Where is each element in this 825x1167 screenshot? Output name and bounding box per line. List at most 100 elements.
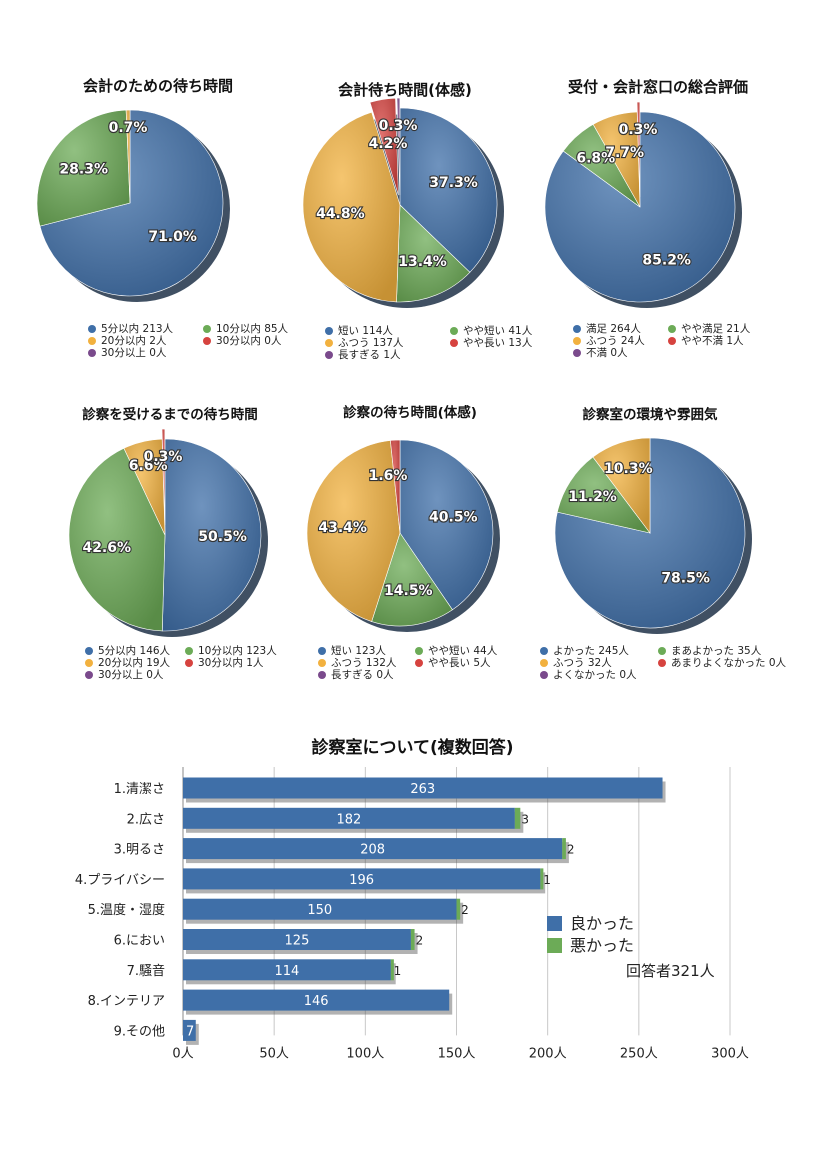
pie-slice-2	[306, 440, 401, 622]
bar-category-6: 7.騒音	[127, 963, 165, 979]
pie-label-0: 40.5%	[429, 510, 478, 526]
bar-good-0	[183, 777, 663, 799]
pie-label-2: 44.8%	[316, 206, 365, 222]
chart-title: 診察室の環境や雰囲気	[582, 407, 718, 423]
legend-text: 5分以内 146人	[98, 645, 171, 657]
pie-slice-1	[36, 109, 131, 227]
bar-value-bad-5: 2	[416, 934, 424, 948]
legend-dot-icon	[185, 647, 193, 655]
pie-label-1: 42.6%	[82, 540, 131, 556]
bar-good-1	[183, 807, 515, 829]
pie-label-0: 85.2%	[642, 253, 691, 269]
pie-slice-3	[161, 428, 166, 526]
legend-item: ふつう 24人	[573, 335, 645, 347]
legend-text: 5分以内 213人	[101, 323, 174, 335]
legend-text: よかった 245人	[553, 645, 629, 657]
pie-label-0: 37.3%	[429, 175, 478, 191]
legend-item: やや不満 1人	[668, 335, 744, 347]
pie-slice-1	[556, 456, 651, 534]
legend-dot-icon	[85, 671, 93, 679]
legend-dot-icon	[88, 349, 96, 357]
pie-chart-consult-wait: 診察を受けるまでの待ち時間 50.5% 42.6% 6.6% 0.3% 5分以内 14…	[40, 395, 300, 715]
x-tick-label-2: 100人	[346, 1046, 384, 1061]
legend-dot-icon	[325, 327, 333, 335]
legend-text: やや長い 5人	[428, 657, 491, 669]
pie-slice-3	[369, 97, 399, 196]
legend-text: やや短い 44人	[428, 645, 498, 657]
pie-label-1: 11.2%	[568, 489, 617, 505]
bar-bad-3	[540, 868, 544, 890]
bar-category-4: 5.温度・湿度	[88, 902, 165, 918]
legend-dot-icon	[658, 659, 666, 667]
x-tick-label-4: 200人	[529, 1046, 567, 1061]
x-tick-label-1: 50人	[259, 1046, 289, 1061]
bar-value-bad-1: 3	[521, 812, 529, 826]
chart-title: 会計待ち時間(体感)	[338, 81, 472, 99]
pie-slice-3	[390, 439, 401, 534]
bar-category-2: 3.明るさ	[114, 843, 165, 858]
legend-item: 短い 114人	[325, 325, 393, 337]
legend-dot-icon	[450, 339, 458, 347]
pie-svg: 78.5% 11.2% 10.3%	[554, 437, 752, 634]
legend-item: あまりよくなかった 0人	[658, 657, 786, 669]
legend-dot-icon	[203, 325, 211, 333]
legend-text: よくなかった 0人	[553, 669, 637, 681]
pie-label-1: 13.4%	[398, 254, 447, 270]
pie-slice-0	[399, 439, 494, 611]
legend-dot-icon	[540, 647, 548, 655]
pie-slice-2	[592, 437, 651, 534]
legend-text: 10分以内 85人	[216, 323, 289, 335]
pie-slice-1	[396, 204, 471, 303]
pie-chart-payment-wait: 会計のための待ち時間 71.0% 28.3% 0.7% 5分以内 213人 10分以内…	[28, 65, 288, 385]
bar-value-good-6: 114	[275, 964, 300, 979]
pie-label-3: 1.6%	[369, 468, 408, 484]
pie-slice-2	[302, 111, 401, 303]
bar-category-3: 4.プライバシー	[75, 873, 165, 888]
legend-item: 不満 0人	[573, 347, 628, 359]
bar-value-good-2: 208	[360, 843, 385, 858]
legend-text: 短い 114人	[338, 325, 393, 337]
legend-item: やや短い 44人	[415, 645, 497, 657]
pie-label-1: 6.8%	[576, 150, 615, 166]
legend-dot-icon	[668, 325, 676, 333]
bar-good-4	[183, 898, 457, 920]
pie-svg: 37.3% 13.4% 44.8% 4.2% 0.3%	[302, 97, 504, 308]
legend-swatch-good	[547, 916, 562, 931]
legend-dot-icon	[203, 337, 211, 345]
pie-label-2: 6.6%	[129, 458, 168, 474]
legend-dot-icon	[185, 659, 193, 667]
legend-text: 30分以内 1人	[198, 657, 264, 669]
legend-item: 10分以内 123人	[185, 645, 277, 657]
legend-dot-icon	[573, 337, 581, 345]
pie-label-0: 78.5%	[661, 571, 710, 587]
pie-slice-3	[636, 101, 641, 198]
bar-bad-5	[410, 929, 415, 950]
legend-item: 長すぎる 0人	[318, 669, 394, 681]
bar-category-0: 1.清潔さ	[114, 782, 165, 797]
legend-dot-icon	[88, 337, 96, 345]
legend-text: やや短い 41人	[463, 325, 533, 337]
legend-text: やや長い 13人	[463, 337, 533, 349]
legend-label-bad: 悪かった	[570, 936, 635, 955]
legend-item: 短い 123人	[318, 645, 386, 657]
legend-text: 長すぎる 1人	[338, 349, 401, 361]
legend-item: 30分以上 0人	[85, 669, 163, 681]
legend-dot-icon	[658, 647, 666, 655]
legend-swatch-bad	[547, 938, 562, 953]
legend-text: ふつう 32人	[553, 657, 612, 669]
bar-value-good-7: 146	[304, 994, 329, 1009]
bar-category-7: 8.インテリア	[88, 994, 165, 1009]
bar-chart-legend: 良かった 悪かった	[547, 914, 634, 958]
legend-dot-icon	[540, 659, 548, 667]
bar-value-bad-6: 1	[394, 964, 402, 978]
legend-dot-icon	[450, 327, 458, 335]
pie-slice-0	[399, 107, 498, 273]
bar-value-bad-4: 2	[461, 903, 469, 917]
legend-item: ふつう 132人	[318, 657, 396, 669]
legend-dot-icon	[573, 325, 581, 333]
legend-text: 不満 0人	[586, 347, 628, 359]
pie-slice-0	[161, 438, 262, 632]
chart-title: 診察の待ち時間(体感)	[343, 405, 477, 421]
bar-value-good-4: 150	[307, 903, 332, 918]
legend-item: やや短い 41人	[450, 325, 532, 337]
